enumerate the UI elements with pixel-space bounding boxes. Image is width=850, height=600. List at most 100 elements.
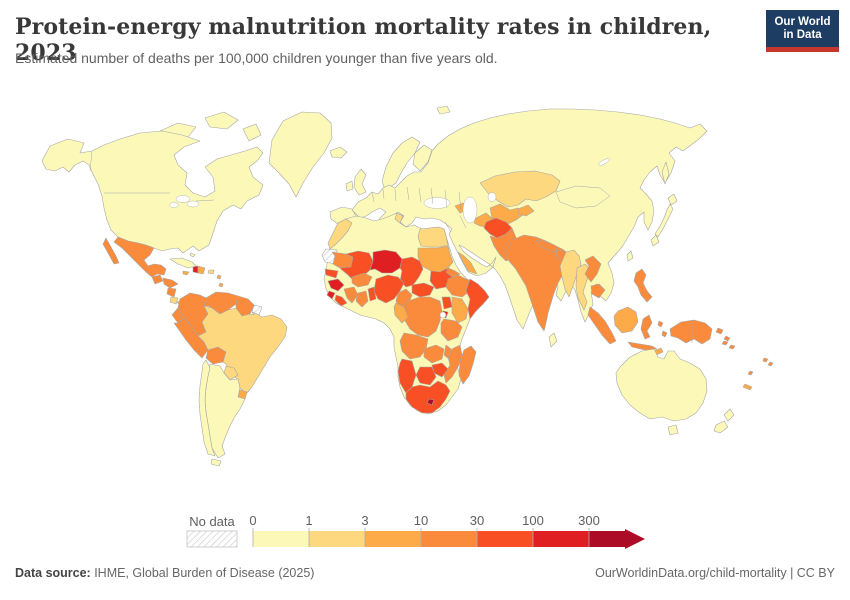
country-ireland[interactable] xyxy=(345,180,354,192)
footer-source-label: Data source: xyxy=(15,566,91,580)
footer: Data source: IHME, Global Burden of Dise… xyxy=(15,566,835,580)
country-madagascar[interactable] xyxy=(458,345,477,385)
country-nigeria[interactable] xyxy=(373,274,405,304)
country-uganda[interactable] xyxy=(441,296,453,310)
country-borneo[interactable] xyxy=(613,306,639,334)
country-sudan[interactable] xyxy=(417,245,454,273)
country-ivory-coast[interactable] xyxy=(343,286,359,304)
country-laos[interactable] xyxy=(584,255,602,283)
country-new-caledonia[interactable] xyxy=(742,383,753,391)
footer-credit-link[interactable]: OurWorldinData.org/child-mortality | CC … xyxy=(595,566,835,580)
legend-bin-300+[interactable] xyxy=(589,531,625,547)
country-java[interactable] xyxy=(627,341,658,351)
country-baja-california[interactable] xyxy=(102,237,120,265)
country-moluccas[interactable] xyxy=(657,320,668,338)
country-guatemala[interactable] xyxy=(151,274,164,285)
country-egypt[interactable] xyxy=(417,226,449,248)
country-ghana[interactable] xyxy=(355,290,369,308)
country-uk[interactable] xyxy=(353,168,367,196)
country-gabon-congo[interactable] xyxy=(393,302,409,324)
country-liberia[interactable] xyxy=(334,294,348,307)
country-kenya[interactable] xyxy=(451,296,469,324)
country-sakhalin[interactable] xyxy=(661,161,670,185)
country-cambodia[interactable] xyxy=(590,283,606,299)
country-guinea[interactable] xyxy=(327,278,345,292)
country-morocco[interactable] xyxy=(327,218,353,250)
legend-bin-30-100[interactable] xyxy=(477,531,533,547)
country-bahamas[interactable] xyxy=(189,252,196,258)
country-finland[interactable] xyxy=(412,144,433,172)
page-title: Protein-energy malnutrition mortality ra… xyxy=(15,14,712,66)
country-philippines[interactable] xyxy=(633,268,653,303)
country-lesser-antilles[interactable] xyxy=(216,274,224,288)
country-peru[interactable] xyxy=(173,317,209,359)
legend-no-data-swatch[interactable] xyxy=(186,530,238,548)
legend-tick-label-1: 1 xyxy=(305,513,312,528)
country-burkina-faso[interactable] xyxy=(351,272,373,288)
country-canada-usa[interactable] xyxy=(41,130,264,254)
country-svalbard[interactable] xyxy=(436,105,451,115)
legend-bin-0-1[interactable] xyxy=(253,531,309,547)
country-new-guinea[interactable] xyxy=(669,319,713,345)
country-south-africa[interactable] xyxy=(405,380,451,414)
country-central-african-republic[interactable] xyxy=(411,282,435,298)
country-lesotho[interactable] xyxy=(426,398,435,406)
country-zambia[interactable] xyxy=(423,344,445,364)
country-sri-lanka[interactable] xyxy=(548,332,558,348)
legend-bin-3-10[interactable] xyxy=(365,531,421,547)
country-fiji[interactable] xyxy=(762,357,774,367)
country-niger[interactable] xyxy=(369,249,403,274)
country-honduras[interactable] xyxy=(162,277,179,289)
country-kyrgyzstan-tajikistan[interactable] xyxy=(517,204,535,217)
country-australia[interactable] xyxy=(615,348,708,422)
country-sierra-leone[interactable] xyxy=(326,290,336,300)
country-chile[interactable] xyxy=(198,359,216,457)
country-mexico[interactable] xyxy=(113,236,167,278)
country-brazil[interactable] xyxy=(197,305,288,395)
lake xyxy=(598,158,610,166)
country-taiwan[interactable] xyxy=(626,250,634,262)
country-costa-rica[interactable] xyxy=(169,296,179,305)
legend-tick-label-0: 0 xyxy=(249,513,256,528)
country-tanzania[interactable] xyxy=(440,318,463,342)
country-iceland[interactable] xyxy=(329,146,348,159)
country-arctic-islands-3[interactable] xyxy=(242,123,262,142)
country-tierra-del-fuego[interactable] xyxy=(210,458,222,467)
lake xyxy=(175,195,191,203)
country-solomon-islands[interactable] xyxy=(721,340,736,350)
country-vanuatu[interactable] xyxy=(747,370,754,376)
owid-logo[interactable]: Our World in Data xyxy=(766,10,839,52)
country-senegal[interactable] xyxy=(324,268,339,279)
country-angola[interactable] xyxy=(399,332,429,360)
owid-logo-line2: in Data xyxy=(783,29,822,41)
country-arctic-islands-2[interactable] xyxy=(204,111,239,130)
legend-bin-10-30[interactable] xyxy=(421,531,477,547)
country-greenland[interactable] xyxy=(268,111,333,198)
country-haiti[interactable] xyxy=(192,265,199,274)
country-paraguay[interactable] xyxy=(223,365,239,381)
country-tasmania[interactable] xyxy=(667,424,679,436)
country-sumatra[interactable] xyxy=(587,306,617,345)
country-somalia[interactable] xyxy=(465,278,490,320)
country-myanmar[interactable] xyxy=(559,249,582,298)
country-new-zealand[interactable] xyxy=(713,408,735,434)
country-kazakhstan[interactable] xyxy=(479,170,561,208)
country-png-islands[interactable] xyxy=(715,327,731,342)
country-cuba[interactable] xyxy=(169,257,197,269)
country-nicaragua[interactable] xyxy=(166,287,177,298)
country-dominican-republic[interactable] xyxy=(197,265,206,275)
country-tunisia[interactable] xyxy=(394,212,404,224)
lake xyxy=(423,197,451,209)
country-japan[interactable] xyxy=(650,193,678,247)
map-legend: No data 0 1 3 10 30 100 300 xyxy=(183,510,683,561)
country-puerto-rico[interactable] xyxy=(207,269,215,275)
country-jamaica[interactable] xyxy=(182,270,190,276)
country-nepal[interactable] xyxy=(535,239,559,253)
country-yemen[interactable] xyxy=(457,251,478,275)
country-mozambique[interactable] xyxy=(443,344,463,384)
country-sulawesi[interactable] xyxy=(640,314,653,340)
legend-arrow xyxy=(625,529,645,549)
legend-bin-1-3[interactable] xyxy=(309,531,365,547)
legend-tick-label-100: 100 xyxy=(522,513,544,528)
legend-bin-100-300[interactable] xyxy=(533,531,589,547)
